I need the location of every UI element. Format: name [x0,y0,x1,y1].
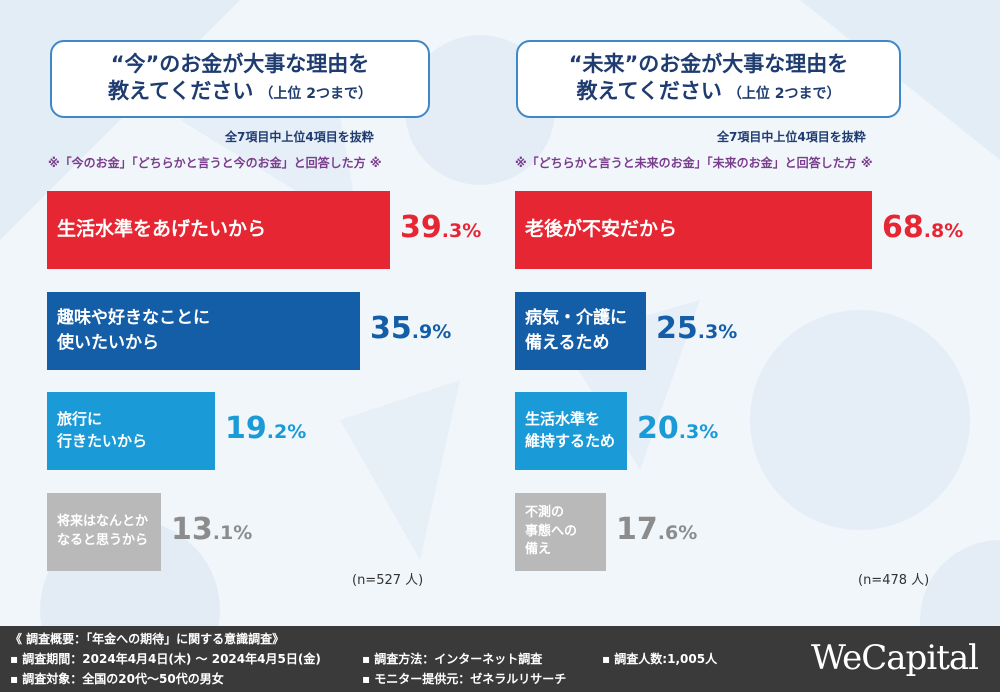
left-bar-label-line: 使いたいから [57,333,159,353]
right-sample-size: (n=478 人) [858,573,930,588]
left-bar-label-1: 生活水準をあげたいから [57,216,266,244]
footer-count: ▪ 調査人数:1,005人 [602,652,718,666]
right-bar-2: 病気・介護に 備えるため [515,292,646,370]
right-bar-value-4: 17.6% [616,512,698,547]
left-bar-label-3: 旅行に 行きたいから [57,409,147,453]
right-title-line2: 教えてください [576,78,722,103]
left-bar-value-3: 19.2% [225,411,307,446]
left-bar-label-line: 行きたいから [57,432,148,450]
right-bar-1: 老後が不安だから [515,191,872,269]
right-bar-label-2: 病気・介護に 備えるため [525,306,627,355]
left-bar-label-line: 旅行に [57,410,103,429]
left-bar-4: 将来はなんとか なると思うから [47,493,161,571]
right-source-note: 全7項目中上位4項目を抜粋 [717,130,866,144]
left-respondent-note: ※「今のお金」「どちらかと言うと今のお金」と回答した方 ※ [48,156,382,170]
right-bar-value-2: 25.3% [656,311,738,346]
right-bar-value-1: 68.8% [882,210,964,245]
right-bar-label-line: 生活水準を [525,410,601,429]
left-bar-2: 趣味や好きなことに 使いたいから [47,292,360,370]
right-bar-4: 不測の 事態への 備え [515,493,606,571]
right-bar-label-line: 病気・介護に [525,308,627,329]
right-bar-label-line: 備えるため [525,333,610,353]
right-bar-label-line: 備え [525,542,552,558]
footer-period: ▪ 調査期間：2024年4月4日(木) 〜 2024年4月5日(金) [10,652,321,666]
left-bar-label-4: 将来はなんとか なると思うから [57,513,148,551]
footer: 《 調査概要：「年金への期待」に関する意識調査》 ▪ 調査期間：2024年4月4… [0,626,1000,692]
left-bar-value-4: 13.1% [171,512,253,547]
footer-provider: ▪ モニター提供元：ゼネラルリサーチ [362,672,567,686]
right-title-sub: （上位 2つまで） [727,85,841,102]
right-bar-label-4: 不測の 事態への 備え [525,504,577,561]
left-title-line2: 教えてください [108,78,254,103]
left-bar-value-1: 39.3% [400,210,482,245]
right-bar-value-3: 20.3% [637,411,719,446]
right-bar-label-line: 老後が不安だから [525,218,678,241]
right-bar-3: 生活水準を維持するため [515,392,627,470]
footer-target: ▪ 調査対象：全国の20代〜50代の男女 [10,672,224,686]
right-title-line1: “未来”のお金が大事な理由を [568,51,849,76]
left-bar-label-2: 趣味や好きなことに 使いたいから [57,306,210,355]
right-bar-label-line: 不測の [525,504,565,520]
left-title-line1: “今”のお金が大事な理由を [110,51,370,76]
left-title-sub: （上位 2つまで） [259,85,372,102]
footer-overview: 《 調査概要：「年金への期待」に関する意識調査》 [10,632,285,646]
right-bar-label-1: 老後が不安だから [525,216,677,244]
left-bar-label-line: なると思うから [57,533,149,548]
left-bar-value-2: 35.9% [370,311,452,346]
right-title-box: “未来”のお金が大事な理由を 教えてください （上位 2つまで） [516,40,901,118]
right-respondent-note: ※「どちらかと言うと未来のお金」「未来のお金」と回答した方 ※ [515,156,873,170]
left-bar-label-line: 生活水準をあげたいから [57,218,267,241]
left-bar-1: 生活水準をあげたいから [47,191,390,269]
left-sample-size: (n=527 人) [352,573,424,588]
left-title-box: “今”のお金が大事な理由を 教えてください （上位 2つまで） [50,40,430,118]
footer-method: ▪ 調査方法：インターネット調査 [362,652,543,666]
left-bar-3: 旅行に 行きたいから [47,392,215,470]
left-source-note: 全7項目中上位4項目を抜粋 [225,130,374,144]
right-bar-label-line: 維持するため [525,432,616,450]
left-bar-label-line: 将来はなんとか [57,514,149,530]
right-bar-label-3: 生活水準を維持するため [525,409,615,453]
left-bar-label-line: 趣味や好きなことに [57,308,210,329]
wecapital-logo: WeCapital [810,638,979,678]
right-bar-label-line: 事態への [525,523,578,539]
